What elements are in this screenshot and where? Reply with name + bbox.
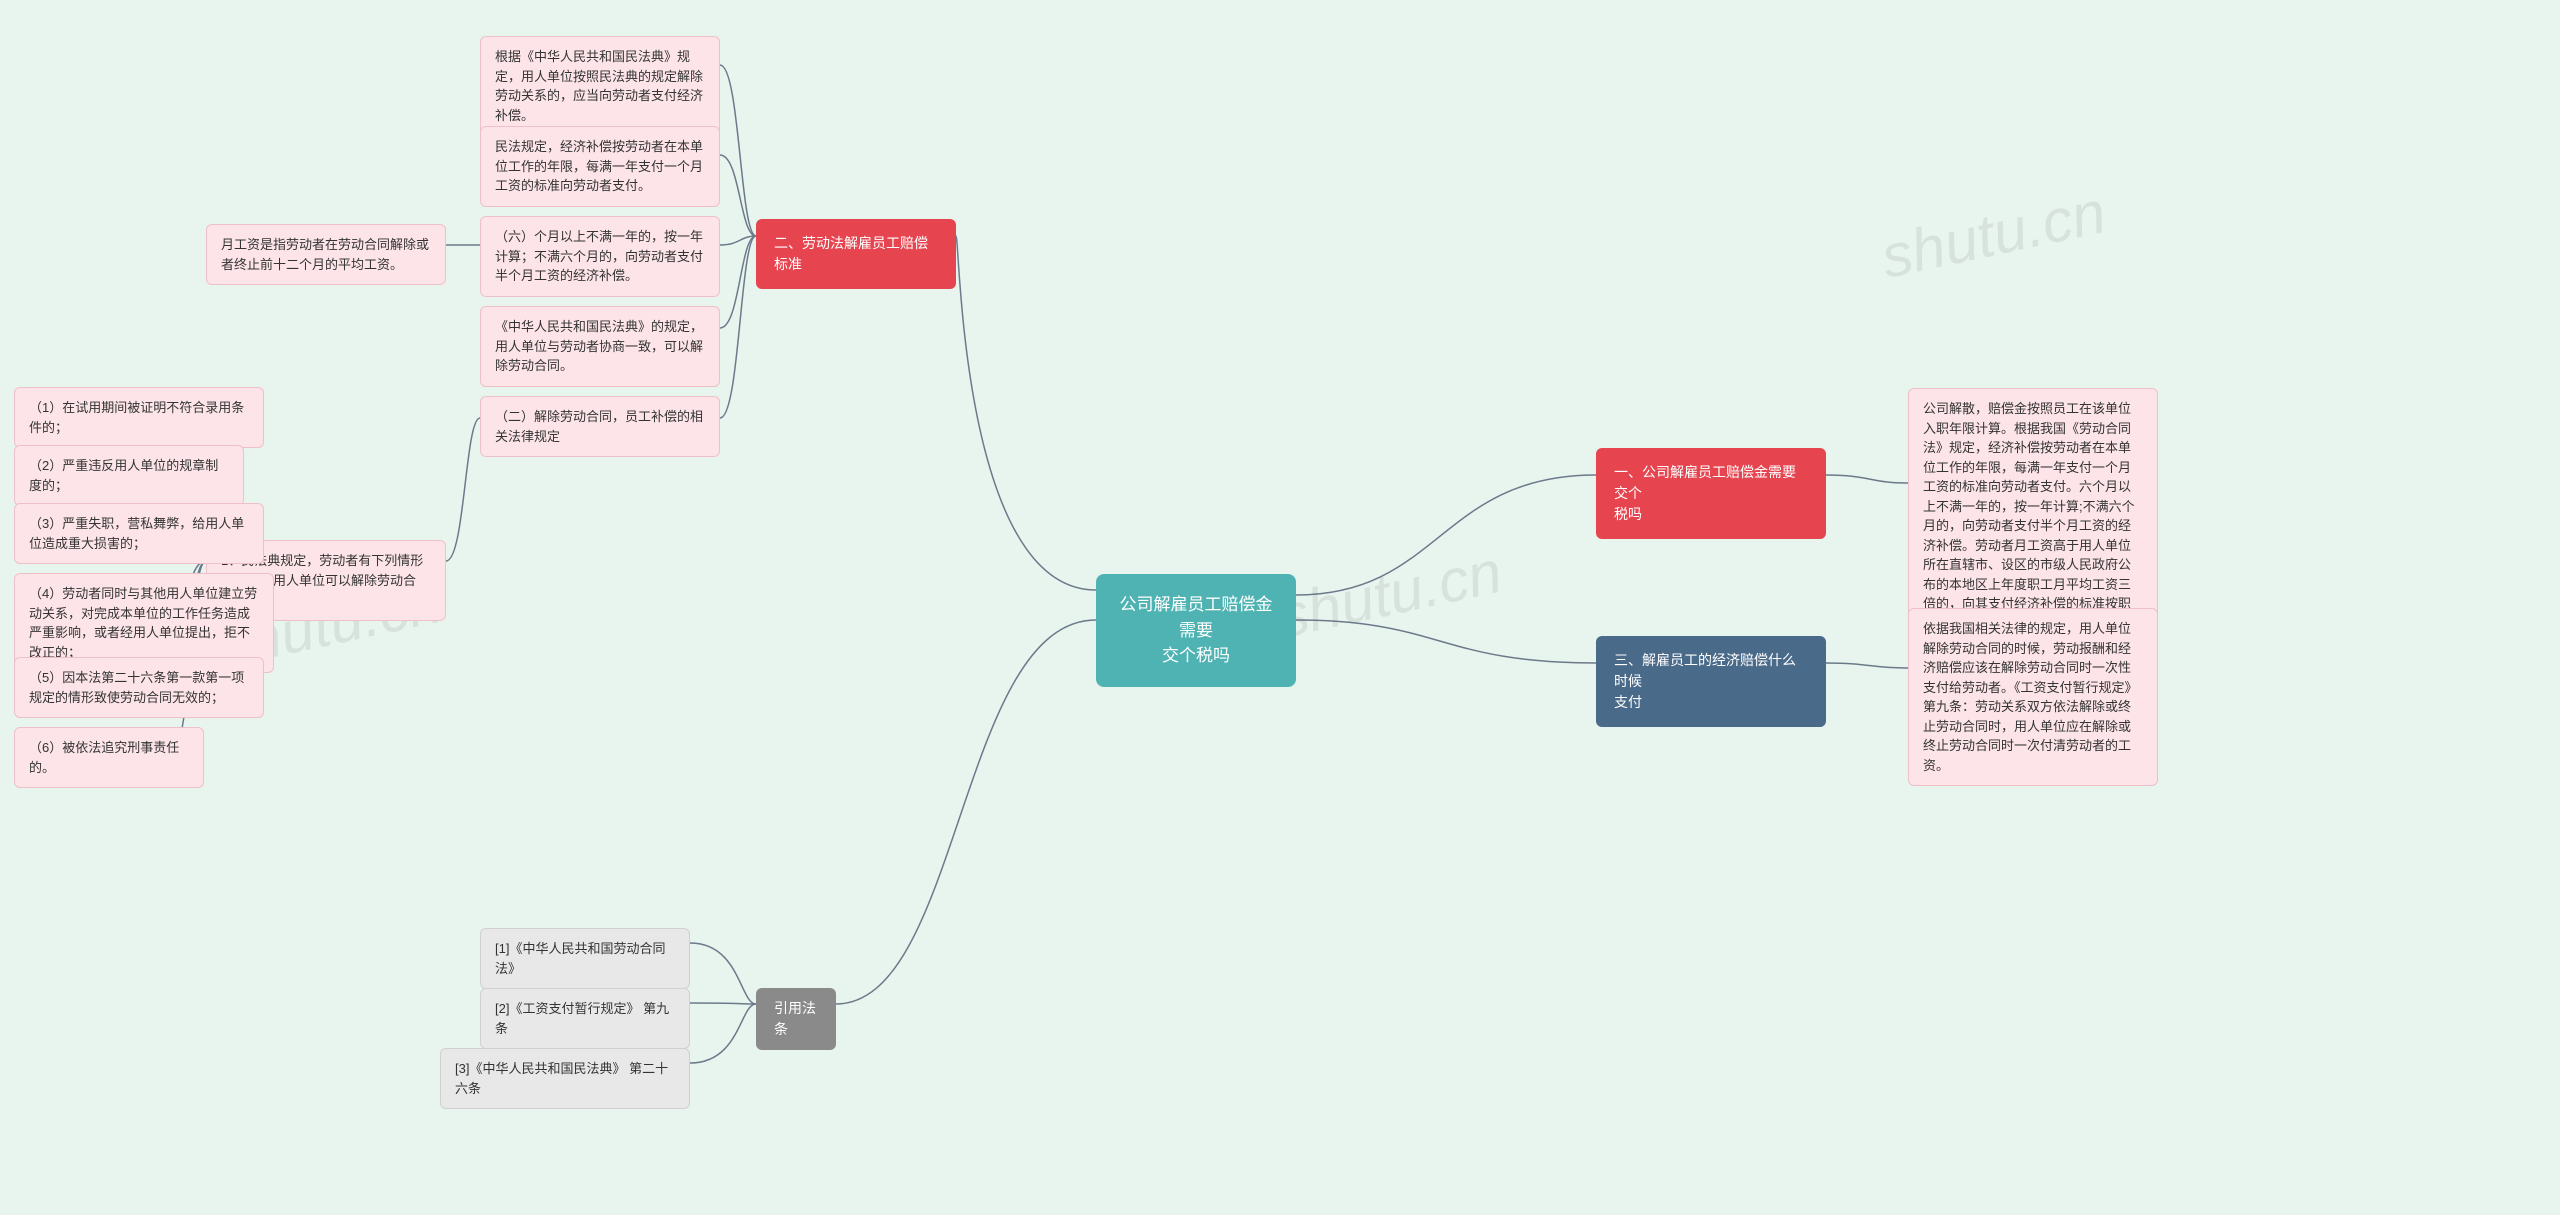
leaf-sub-1: （2）严重违反用人单位的规章制度的； bbox=[14, 445, 244, 506]
leaf-text: 月工资是指劳动者在劳动合同解除或者终止前十二个月的平均工资。 bbox=[221, 237, 429, 272]
leaf-text: （3）严重失职，营私舞弊，给用人单位造成重大损害的； bbox=[29, 516, 244, 551]
branch-label: 引用法条 bbox=[774, 1000, 816, 1037]
branch-tax[interactable]: 一、公司解雇员工赔偿金需要交个税吗 bbox=[1596, 448, 1826, 539]
leaf-sub-4: （5）因本法第二十六条第一款第一项规定的情形致使劳动合同无效的； bbox=[14, 657, 264, 718]
branch-label: 一、公司解雇员工赔偿金需要交个税吗 bbox=[1614, 464, 1796, 522]
leaf-text: （二）解除劳动合同，员工补偿的相关法律规定 bbox=[495, 409, 703, 444]
leaf-b2-2: （六）个月以上不满一年的，按一年计算；不满六个月的，向劳动者支付半个月工资的经济… bbox=[480, 216, 720, 297]
branch-compensation-standard[interactable]: 二、劳动法解雇员工赔偿标准 bbox=[756, 219, 956, 289]
leaf-b2-1: 民法规定，经济补偿按劳动者在本单位工作的年限，每满一年支付一个月工资的标准向劳动… bbox=[480, 126, 720, 207]
leaf-text: （4）劳动者同时与其他用人单位建立劳动关系，对完成本单位的工作任务造成严重影响，… bbox=[29, 586, 257, 660]
leaf-text: [3]《中华人民共和国民法典》 第二十六条 bbox=[455, 1061, 668, 1096]
leaf-text: （5）因本法第二十六条第一款第一项规定的情形致使劳动合同无效的； bbox=[29, 670, 244, 705]
leaf-text: （六）个月以上不满一年的，按一年计算；不满六个月的，向劳动者支付半个月工资的经济… bbox=[495, 229, 703, 283]
leaf-text: 《中华人民共和国民法典》的规定，用人单位与劳动者协商一致，可以解除劳动合同。 bbox=[495, 319, 703, 373]
leaf-b2-0: 根据《中华人民共和国民法典》规定，用人单位按照民法典的规定解除劳动关系的，应当向… bbox=[480, 36, 720, 136]
leaf-sub-5: （6）被依法追究刑事责任的。 bbox=[14, 727, 204, 788]
cite-2: [3]《中华人民共和国民法典》 第二十六条 bbox=[440, 1048, 690, 1109]
branch-payment-time[interactable]: 三、解雇员工的经济赔偿什么时候支付 bbox=[1596, 636, 1826, 727]
root-node[interactable]: 公司解雇员工赔偿金需要交个税吗 bbox=[1096, 574, 1296, 687]
leaf-text: （1）在试用期间被证明不符合录用条件的； bbox=[29, 400, 244, 435]
leaf-text: [1]《中华人民共和国劳动合同法》 bbox=[495, 941, 665, 976]
leaf-b2-4: （二）解除劳动合同，员工补偿的相关法律规定 bbox=[480, 396, 720, 457]
watermark: shutu.cn bbox=[1875, 177, 2111, 292]
leaf-text: 民法规定，经济补偿按劳动者在本单位工作的年限，每满一年支付一个月工资的标准向劳动… bbox=[495, 139, 703, 193]
leaf-text: （2）严重违反用人单位的规章制度的； bbox=[29, 458, 218, 493]
leaf-sub-0: （1）在试用期间被证明不符合录用条件的； bbox=[14, 387, 264, 448]
leaf-text: （6）被依法追究刑事责任的。 bbox=[29, 740, 179, 775]
branch-label: 三、解雇员工的经济赔偿什么时候支付 bbox=[1614, 652, 1796, 710]
leaf-sub-2: （3）严重失职，营私舞弊，给用人单位造成重大损害的； bbox=[14, 503, 264, 564]
branch-citations[interactable]: 引用法条 bbox=[756, 988, 836, 1050]
leaf-b2-3: 《中华人民共和国民法典》的规定，用人单位与劳动者协商一致，可以解除劳动合同。 bbox=[480, 306, 720, 387]
root-text: 公司解雇员工赔偿金需要交个税吗 bbox=[1120, 595, 1273, 665]
leaf-payment-detail: 依据我国相关法律的规定，用人单位解除劳动合同的时候，劳动报酬和经济赔偿应该在解除… bbox=[1908, 608, 2158, 786]
leaf-text: [2]《工资支付暂行规定》 第九条 bbox=[495, 1001, 669, 1036]
leaf-text: 依据我国相关法律的规定，用人单位解除劳动合同的时候，劳动报酬和经济赔偿应该在解除… bbox=[1923, 621, 2138, 773]
leaf-b2-2-child: 月工资是指劳动者在劳动合同解除或者终止前十二个月的平均工资。 bbox=[206, 224, 446, 285]
cite-1: [2]《工资支付暂行规定》 第九条 bbox=[480, 988, 690, 1049]
cite-0: [1]《中华人民共和国劳动合同法》 bbox=[480, 928, 690, 989]
branch-label: 二、劳动法解雇员工赔偿标准 bbox=[774, 235, 928, 272]
leaf-text: 根据《中华人民共和国民法典》规定，用人单位按照民法典的规定解除劳动关系的，应当向… bbox=[495, 49, 703, 123]
